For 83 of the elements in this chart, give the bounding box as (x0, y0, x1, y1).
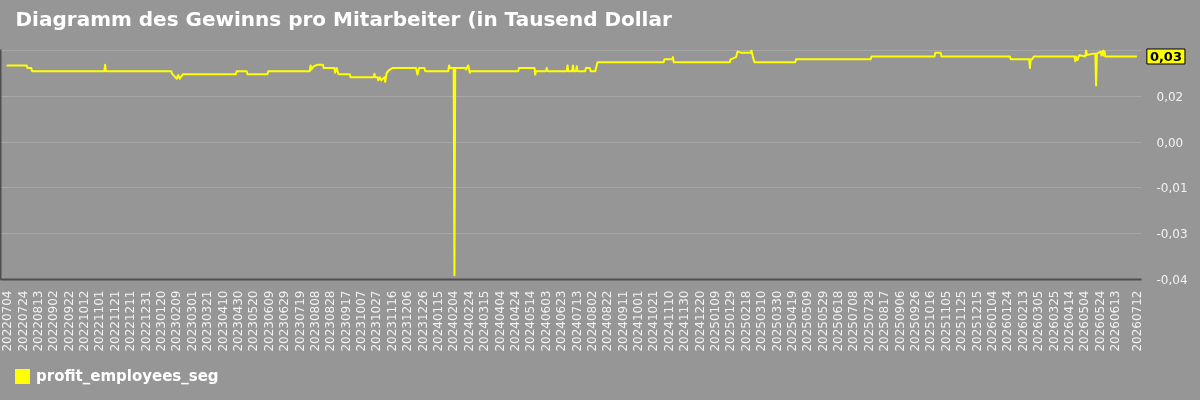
x-tick-label: 20230629 (277, 290, 292, 352)
x-tick-label: 20241021 (646, 290, 661, 352)
x-tick-label: 20220724 (15, 290, 30, 352)
x-tick-label: 20240315 (477, 290, 492, 352)
x-tick-label: 20240713 (569, 290, 584, 352)
annotation: 0,03 (1149, 49, 1182, 64)
x-tick-label: 20240603 (538, 290, 553, 352)
x-tick-label: 20240822 (600, 290, 615, 352)
y-tick-label: 0,00 (1156, 135, 1184, 150)
x-tick-label: 20230120 (154, 290, 169, 352)
y-tick-label: -0,03 (1156, 227, 1188, 242)
x-tick-label: 20250509 (800, 290, 815, 352)
x-tick-label: 20241110 (661, 290, 676, 352)
x-tick-label: 20220902 (46, 290, 61, 352)
x-tick-label: 20250129 (723, 290, 738, 352)
x-tick-label: 20230917 (338, 290, 353, 352)
x-tick-label: 20260213 (1015, 290, 1030, 352)
chart-title: Diagramm des Gewinns pro Mitarbeiter (in Tausend Dollar (15, 6, 672, 31)
y-tick-label: 0,02 (1156, 89, 1184, 104)
x-tick-label: 20231116 (384, 290, 399, 352)
line-series (5, 49, 1138, 277)
x-tick-label: 20221012 (77, 290, 92, 352)
x-tick-label: 20230520 (246, 290, 261, 352)
x-tick-label: 20250906 (892, 290, 907, 352)
x-tick-label: 20240224 (461, 290, 476, 352)
x-tick-label: 20250109 (707, 290, 722, 352)
x-tick-label: 20230808 (307, 290, 322, 352)
x-tick-label: 20220813 (30, 290, 45, 352)
x-tick-label: 20240404 (492, 290, 507, 352)
x-tick-label: 20230719 (292, 290, 307, 352)
x-tick-label: 20250330 (769, 290, 784, 352)
x-tick-label: 20240115 (431, 290, 446, 352)
x-tick-label: 20251215 (969, 290, 984, 352)
x-tick-label: 20260524 (1092, 290, 1107, 352)
x-tick-label: 20230410 (215, 290, 230, 352)
x-tick-label: 20230209 (169, 290, 184, 352)
x-tick-label: 20241001 (631, 290, 646, 352)
x-tick-label: 20251016 (923, 290, 938, 352)
x-tick-label: 20230301 (184, 290, 199, 352)
x-tick-label: 20251105 (938, 290, 953, 352)
x-tick-label: 20260414 (1061, 290, 1076, 352)
x-tick-label: 20221231 (138, 290, 153, 352)
x-tick-label: 20221211 (123, 290, 138, 352)
x-tick-label: 20231206 (400, 290, 415, 352)
x-tick-label: 20250310 (754, 290, 769, 352)
x-tick-label: 20230828 (323, 290, 338, 352)
x-tick-label: 20240424 (507, 290, 522, 352)
x-tick-label: 20241130 (677, 290, 692, 352)
x-tick-label: 20231007 (354, 290, 369, 352)
y-tick-label: -0,01 (1156, 181, 1188, 196)
x-tick-label: 20240623 (554, 290, 569, 352)
x-tick-label: 20231226 (415, 290, 430, 352)
x-tick-label: 20230321 (200, 290, 215, 352)
x-tick-label: 20230609 (261, 290, 276, 352)
x-tick-label: 20250708 (846, 290, 861, 352)
x-tick-label: 20250529 (815, 290, 830, 352)
x-tick-label: 20240911 (615, 290, 630, 352)
x-tick-label: 20240204 (446, 290, 461, 352)
x-tick-label: 20251125 (954, 290, 969, 352)
x-tick-label: 20250618 (831, 290, 846, 352)
x-tick-label: 20250926 (908, 290, 923, 352)
y-tick-label: -0,04 (1156, 273, 1188, 287)
x-tick-label: 20221101 (92, 290, 107, 352)
x-tick-label: 20241220 (692, 290, 707, 352)
x-tick-label: 20260325 (1046, 290, 1061, 352)
x-tick-label: 20240514 (523, 290, 538, 352)
x-tick-label: 20260124 (1000, 290, 1015, 352)
x-tick-label: 20250419 (784, 290, 799, 352)
legend-label: profit_employees_seg (36, 366, 219, 387)
x-tick-label: 20221121 (107, 290, 122, 352)
x-tick-label: 20220704 (0, 290, 15, 352)
x-tick-label: 20260712 (1130, 290, 1145, 352)
x-tick-label: 20240802 (584, 290, 599, 352)
x-tick-label: 20231027 (369, 290, 384, 352)
x-tick-label: 20220922 (61, 290, 76, 352)
x-tick-label: 20250817 (877, 290, 892, 352)
x-tick-label: 20260504 (1077, 290, 1092, 352)
x-tick-label: 20260613 (1108, 290, 1123, 352)
x-tick-label: 20250218 (738, 290, 753, 352)
x-tick-label: 20230430 (230, 290, 245, 352)
x-tick-label: 20260104 (984, 290, 999, 352)
x-tick-label: 20260305 (1031, 290, 1046, 352)
x-tick-label: 20250728 (861, 290, 876, 352)
